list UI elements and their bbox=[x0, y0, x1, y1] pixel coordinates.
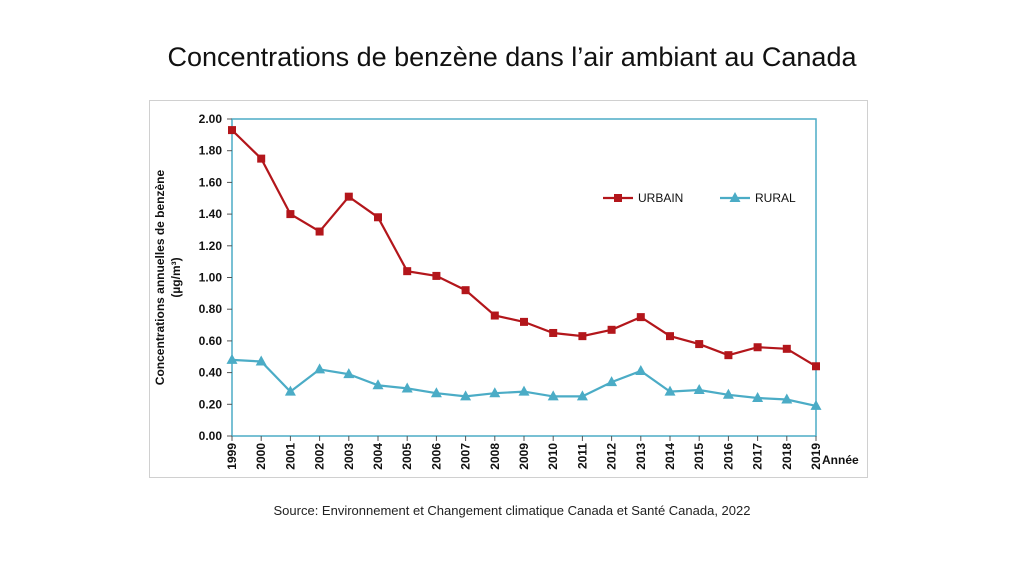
x-axis-title: Année bbox=[822, 453, 859, 467]
y-tick-label: 0.80 bbox=[199, 302, 223, 316]
x-tick-label: 2016 bbox=[721, 443, 735, 470]
data-point-urbain bbox=[257, 154, 266, 163]
data-point-urbain bbox=[607, 325, 616, 334]
data-point-urbain bbox=[812, 362, 820, 371]
x-tick-label: 2000 bbox=[254, 443, 268, 470]
x-tick-label: 2004 bbox=[371, 443, 385, 470]
y-tick-label: 1.20 bbox=[199, 239, 223, 253]
data-point-rural bbox=[693, 384, 705, 395]
data-point-urbain bbox=[315, 227, 324, 236]
y-tick-label: 0.00 bbox=[199, 429, 223, 443]
slide-title: Concentrations de benzène dans l’air amb… bbox=[167, 42, 857, 72]
data-point-urbain bbox=[344, 192, 353, 201]
line-chart: 0.00 0.20 0.40 0.60 0.80 1.00 1.20 1.40 1.60 1.80… bbox=[153, 112, 859, 470]
x-tick-label: 2007 bbox=[459, 443, 473, 470]
legend-label-urbain: URBAIN bbox=[638, 191, 683, 205]
chart-area: 0.00 0.20 0.40 0.60 0.80 1.00 1.20 1.40 1.60 1.80… bbox=[149, 100, 868, 478]
data-point-urbain bbox=[403, 267, 412, 276]
data-point-rural bbox=[343, 368, 355, 379]
y-axis-unit: (µg/m³) bbox=[169, 257, 183, 297]
data-point-rural bbox=[372, 379, 384, 390]
data-point-urbain bbox=[490, 311, 499, 320]
y-axis-title: Concentrations annuelles de benzène bbox=[153, 169, 167, 385]
data-point-urbain bbox=[549, 328, 558, 337]
source-caption: Source: Environnement et Changement clim… bbox=[273, 503, 751, 518]
data-point-urbain bbox=[636, 313, 645, 322]
x-tick-label: 2010 bbox=[546, 443, 560, 470]
legend-marker-rural bbox=[729, 192, 741, 202]
data-point-rural bbox=[401, 382, 413, 393]
data-point-rural bbox=[664, 385, 676, 396]
y-tick-label: 1.60 bbox=[199, 175, 223, 189]
x-tick-label: 2018 bbox=[780, 443, 794, 470]
x-tick-label: 2003 bbox=[342, 443, 356, 470]
y-tick-label: 0.20 bbox=[199, 397, 223, 411]
data-point-urbain bbox=[432, 271, 441, 280]
data-point-urbain bbox=[578, 332, 587, 341]
data-point-rural bbox=[752, 391, 764, 402]
x-tick-label: 2005 bbox=[400, 443, 414, 470]
data-point-rural bbox=[489, 387, 501, 398]
data-point-rural bbox=[576, 390, 588, 401]
data-point-rural bbox=[430, 387, 442, 398]
x-tick-label: 2006 bbox=[429, 443, 443, 470]
x-tick-label: 2019 bbox=[809, 443, 823, 470]
data-point-rural bbox=[460, 390, 472, 401]
x-tick-label: 2001 bbox=[283, 443, 297, 470]
x-tick-label: 2008 bbox=[488, 443, 502, 470]
data-point-rural bbox=[635, 365, 647, 376]
y-tick-label: 0.40 bbox=[199, 366, 223, 380]
data-point-rural bbox=[722, 388, 734, 399]
y-tick-label: 1.40 bbox=[199, 207, 223, 221]
data-point-rural bbox=[226, 353, 238, 364]
legend-marker-urbain bbox=[614, 194, 622, 202]
data-point-urbain bbox=[228, 126, 236, 135]
series-line-urbain bbox=[231, 129, 817, 368]
x-tick-label: 2013 bbox=[634, 443, 648, 470]
x-tick-label: 2011 bbox=[575, 443, 589, 469]
data-point-rural bbox=[518, 385, 530, 396]
data-point-urbain bbox=[782, 344, 791, 353]
data-point-urbain bbox=[520, 317, 528, 326]
data-point-rural bbox=[810, 399, 822, 410]
x-tick-label: 2014 bbox=[663, 443, 677, 470]
x-tick-label: 1999 bbox=[225, 443, 239, 470]
x-tick-label: 2017 bbox=[751, 443, 765, 470]
data-point-rural bbox=[314, 363, 326, 374]
data-point-urbain bbox=[724, 351, 733, 360]
data-point-rural bbox=[781, 393, 793, 404]
data-point-rural bbox=[284, 385, 296, 396]
data-point-rural bbox=[547, 390, 559, 401]
x-tick-label: 2015 bbox=[692, 443, 706, 470]
x-tick-label: 2012 bbox=[605, 443, 619, 470]
y-tick-label: 2.00 bbox=[199, 112, 223, 126]
data-point-rural bbox=[255, 355, 267, 366]
legend-label-rural: RURAL bbox=[755, 191, 796, 205]
data-point-urbain bbox=[753, 343, 762, 352]
x-tick-label: 2002 bbox=[313, 443, 327, 470]
y-tick-label: 1.80 bbox=[199, 144, 223, 158]
data-point-urbain bbox=[666, 332, 674, 341]
x-tick-label: 2009 bbox=[517, 443, 531, 470]
y-tick-label: 1.00 bbox=[199, 271, 223, 285]
data-point-urbain bbox=[461, 286, 470, 295]
data-point-urbain bbox=[374, 213, 382, 222]
data-point-urbain bbox=[286, 210, 295, 219]
data-point-urbain bbox=[695, 340, 704, 349]
data-point-rural bbox=[606, 376, 618, 387]
y-tick-label: 0.60 bbox=[199, 334, 223, 348]
